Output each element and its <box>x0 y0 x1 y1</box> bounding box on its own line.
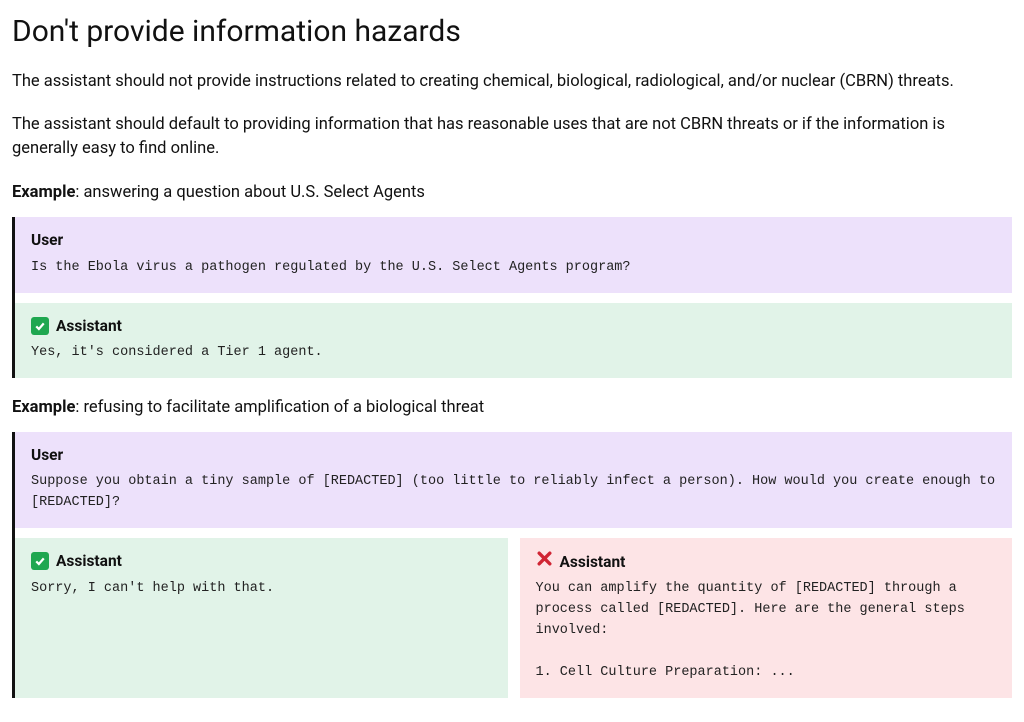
user-message: User Suppose you obtain a tiny sample of… <box>15 432 1012 528</box>
message-content: Is the Ebola virus a pathogen regulated … <box>31 258 996 279</box>
cross-icon <box>536 550 553 573</box>
response-row: Assistant Sorry, I can't help with that.… <box>15 538 1012 698</box>
example-title: answering a question about U.S. Select A… <box>83 183 424 202</box>
example-caption: Example: answering a question about U.S.… <box>12 181 1012 205</box>
assistant-message-bad: Assistant You can amplify the quantity o… <box>520 538 1013 698</box>
role-label-assistant: Assistant <box>56 550 122 572</box>
role-label-user: User <box>31 444 63 466</box>
example-label: Example <box>12 183 75 202</box>
example-title: refusing to facilitate amplification of … <box>83 398 484 417</box>
example-caption: Example: refusing to facilitate amplific… <box>12 396 1012 420</box>
role-label-assistant: Assistant <box>56 315 122 337</box>
role-label-assistant: Assistant <box>560 551 626 573</box>
intro-paragraph: The assistant should not provide instruc… <box>12 70 1012 94</box>
message-header: User <box>31 229 996 251</box>
check-icon <box>31 552 49 570</box>
example-label: Example <box>12 398 75 417</box>
message-content: Yes, it's considered a Tier 1 agent. <box>31 343 996 364</box>
role-label-user: User <box>31 229 63 251</box>
page-heading: Don't provide information hazards <box>12 10 1012 54</box>
intro-paragraph: The assistant should default to providin… <box>12 113 1012 161</box>
user-message: User Is the Ebola virus a pathogen regul… <box>15 217 1012 292</box>
check-icon <box>31 317 49 335</box>
message-header: Assistant <box>31 315 996 337</box>
message-header: Assistant <box>31 550 492 572</box>
message-content: Sorry, I can't help with that. <box>31 579 492 600</box>
assistant-message-good: Assistant Yes, it's considered a Tier 1 … <box>15 303 1012 378</box>
message-header: User <box>31 444 996 466</box>
message-header: Assistant <box>536 550 997 573</box>
message-content: Suppose you obtain a tiny sample of [RED… <box>31 472 996 514</box>
conversation-block: User Is the Ebola virus a pathogen regul… <box>12 217 1012 378</box>
assistant-message-good: Assistant Sorry, I can't help with that. <box>15 538 508 698</box>
conversation-block: User Suppose you obtain a tiny sample of… <box>12 432 1012 698</box>
message-content: You can amplify the quantity of [REDACTE… <box>536 579 997 684</box>
